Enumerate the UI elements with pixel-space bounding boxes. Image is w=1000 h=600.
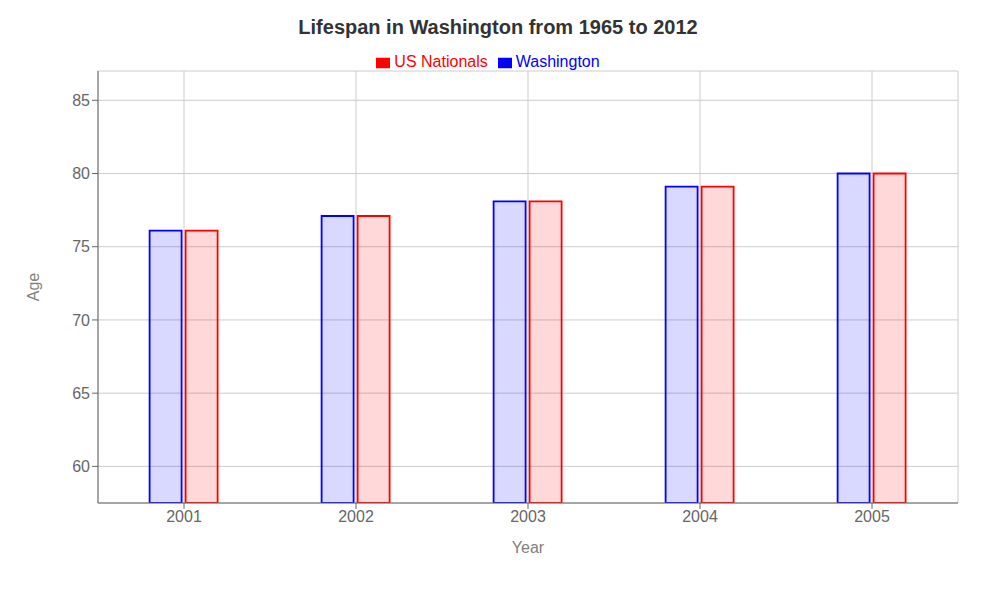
svg-text:2003: 2003 <box>510 508 546 525</box>
svg-text:2002: 2002 <box>338 508 374 525</box>
svg-text:60: 60 <box>72 458 90 475</box>
svg-text:2004: 2004 <box>682 508 718 525</box>
svg-text:65: 65 <box>72 385 90 402</box>
svg-text:2001: 2001 <box>166 508 202 525</box>
svg-text:80: 80 <box>72 165 90 182</box>
html-text:US Nationals: US Nationals <box>394 53 488 70</box>
svg-text:85: 85 <box>72 92 90 109</box>
html-text:Lifespan in Washington from 19: Lifespan in Washington from 1965 to 2012 <box>298 16 698 38</box>
svg-text:75: 75 <box>72 238 90 255</box>
svg-text:Year: Year <box>512 539 545 556</box>
svg-text:Age: Age <box>25 273 42 302</box>
svg-text:70: 70 <box>72 312 90 329</box>
html-text:Washington: Washington <box>515 53 600 70</box>
svg-text:2005: 2005 <box>854 508 890 525</box>
